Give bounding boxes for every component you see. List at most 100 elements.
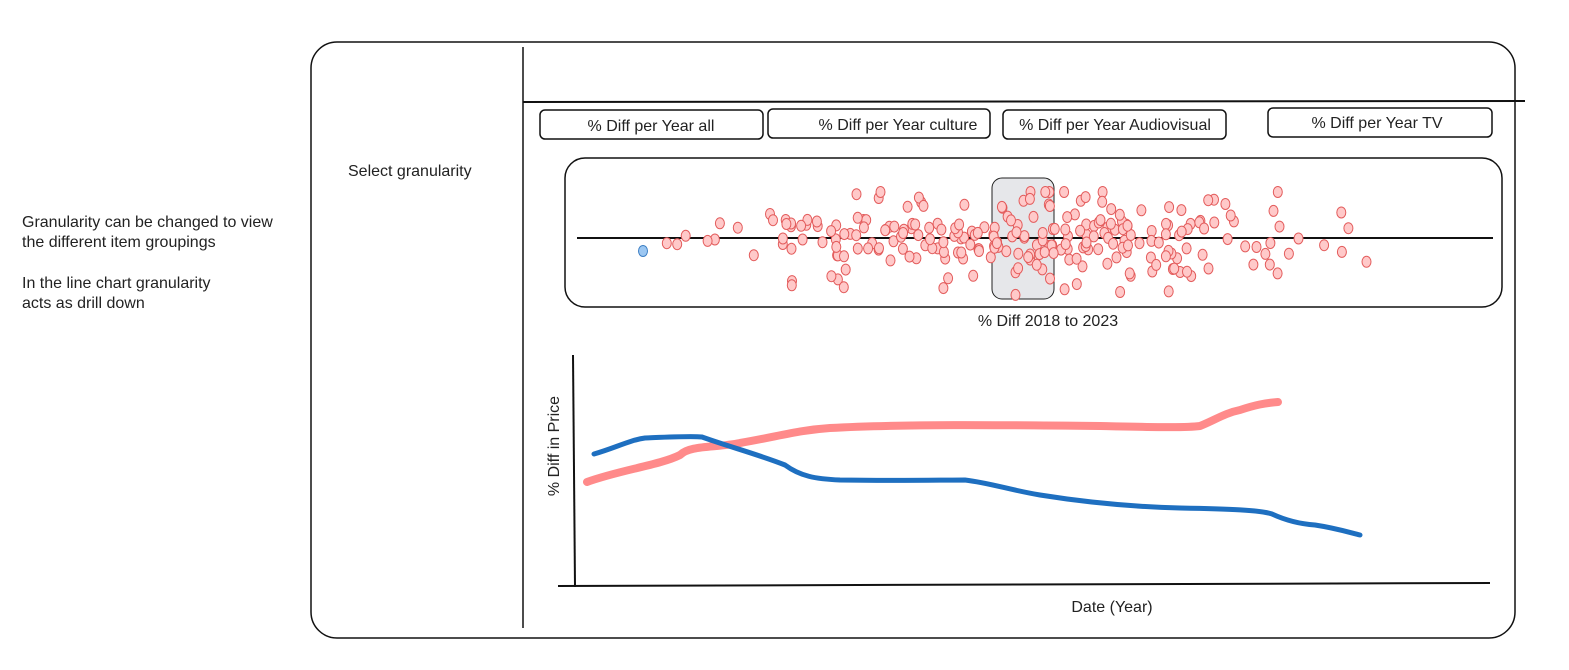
- series-line-blue: [591, 434, 1363, 538]
- strip-dots: [661, 186, 1372, 301]
- strip-dot: [1045, 272, 1055, 285]
- strip-dot: [1163, 285, 1174, 298]
- strip-dot: [817, 236, 828, 249]
- strip-dot: [839, 228, 850, 241]
- button-label[interactable]: % Diff per Year culture: [819, 117, 978, 134]
- button-frame[interactable]: [767, 108, 991, 139]
- button-frame[interactable]: [1002, 109, 1227, 140]
- strip-dot: [1151, 258, 1162, 271]
- strip-dot: [826, 270, 837, 283]
- strip-dot: [1122, 219, 1133, 232]
- strip-dot: [1108, 237, 1119, 250]
- strip-dot: [1080, 191, 1091, 204]
- strip-dot: [1240, 240, 1251, 253]
- strip-dot: [1044, 200, 1055, 212]
- strip-dot: [786, 242, 797, 255]
- strip-dot: [1059, 186, 1070, 198]
- strip-dot: [1293, 232, 1304, 245]
- strip-dot: [702, 234, 713, 247]
- strip-dot: [974, 245, 984, 257]
- strip-dot: [1272, 267, 1283, 280]
- strip-dot: [797, 233, 808, 246]
- strip-dot: [831, 240, 842, 253]
- strip-dot: [768, 214, 778, 227]
- button[interactable]: % Diff per Year culture: [767, 108, 991, 139]
- strip-dot: [1028, 210, 1039, 223]
- strip-dot: [1251, 241, 1262, 253]
- strip-dot: [924, 221, 935, 234]
- strip-dot: [1102, 257, 1113, 270]
- strip-dot: [1123, 239, 1133, 252]
- strip-dot: [1319, 239, 1330, 252]
- strip-dot: [889, 220, 900, 233]
- note-line: the different item groupings: [22, 234, 216, 251]
- strip-dot: [1265, 237, 1276, 250]
- strip-dot: [1336, 206, 1347, 219]
- strip-dot: [1093, 243, 1104, 256]
- strip-dot: [661, 237, 672, 250]
- strip-dot: [714, 217, 725, 230]
- strip-dot: [1075, 224, 1086, 237]
- button-frame[interactable]: [1267, 107, 1493, 138]
- strip-dot: [1071, 278, 1082, 291]
- selected-dot[interactable]: [638, 245, 648, 257]
- strip-dot: [1268, 204, 1279, 217]
- strip-dot: [1048, 247, 1059, 260]
- button-label[interactable]: % Diff per Year Audiovisual: [1019, 117, 1211, 134]
- strip-dot: [1182, 265, 1192, 278]
- button[interactable]: % Diff per Year all: [539, 109, 764, 140]
- strip-dot: [852, 242, 863, 255]
- strip-dot: [1361, 255, 1372, 268]
- strip-dot: [1169, 262, 1180, 275]
- strip-dot: [1161, 217, 1171, 230]
- strip-dot: [904, 250, 915, 263]
- strip-dot: [1011, 226, 1022, 239]
- strip-dot: [875, 186, 886, 198]
- button-frame[interactable]: [539, 109, 764, 140]
- strip-dot: [1176, 204, 1187, 217]
- button[interactable]: % Diff per Year TV: [1267, 107, 1493, 138]
- button-label[interactable]: % Diff per Year TV: [1311, 115, 1442, 132]
- strip-dot: [1077, 260, 1088, 273]
- strip-dot: [996, 200, 1007, 213]
- strip-dot: [1160, 228, 1171, 241]
- note-line: acts as drill down: [22, 295, 145, 312]
- strip-dot: [1260, 247, 1271, 260]
- series-line-red: [583, 398, 1282, 486]
- strip-dot: [851, 188, 862, 201]
- strip-dot: [863, 242, 874, 255]
- button[interactable]: % Diff per Year Audiovisual: [1002, 109, 1227, 140]
- strip-dot: [925, 233, 935, 246]
- strip-dot: [1283, 247, 1294, 260]
- strip-axis-label: % Diff 2018 to 2023: [978, 313, 1118, 330]
- button-label[interactable]: % Diff per Year all: [588, 118, 715, 135]
- strip-dot: [1081, 236, 1092, 249]
- strip-dot: [1124, 267, 1135, 280]
- strip-dot: [1248, 258, 1259, 271]
- strip-dot: [880, 224, 891, 237]
- strip-dot: [902, 200, 913, 213]
- strip-dot: [1006, 214, 1016, 227]
- strip-dot: [839, 250, 849, 263]
- strip-dot: [811, 215, 822, 228]
- strip-dot: [1115, 286, 1126, 298]
- strip-dot: [1013, 262, 1024, 275]
- dashboard-frame: [310, 41, 1516, 639]
- strip-dot: [1105, 217, 1116, 230]
- strip-dot: [680, 229, 691, 242]
- strip-dot: [1164, 201, 1175, 214]
- strip-dot: [1274, 220, 1285, 233]
- strip-dot: [1049, 222, 1060, 235]
- strip-dot: [777, 232, 788, 245]
- strip-dot: [858, 221, 869, 234]
- strip-dot: [913, 229, 924, 242]
- strip-dot: [1010, 288, 1021, 301]
- strip-dot: [1199, 222, 1210, 235]
- strip-dot: [852, 211, 863, 224]
- strip-dot: [1071, 252, 1082, 265]
- strip-dot: [943, 272, 954, 285]
- strip-dot: [874, 242, 884, 255]
- strip-dot: [1039, 246, 1050, 259]
- granularity-label[interactable]: Select granularity: [348, 163, 472, 180]
